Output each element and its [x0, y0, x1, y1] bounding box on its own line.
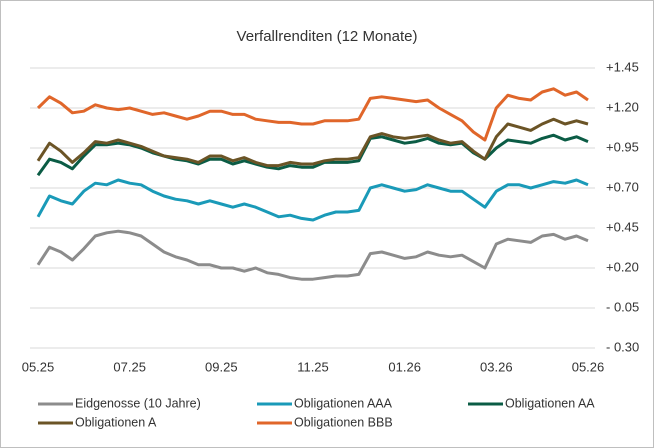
chart-title: Verfallrenditen (12 Monate)	[237, 28, 418, 45]
series-line	[36, 229, 589, 281]
series-line	[36, 133, 589, 177]
y-tick-label: +1.20	[606, 99, 639, 114]
y-tick-label: +0.95	[606, 139, 639, 154]
x-tick-label: 09.25	[205, 359, 238, 374]
x-tick-label: 05.25	[22, 359, 55, 374]
y-tick-label: +0.20	[606, 259, 639, 274]
y-tick-label: - 0.05	[606, 299, 639, 314]
x-tick-label: 11.25	[297, 359, 329, 374]
series-line	[36, 178, 589, 222]
y-tick-label: +1.45	[606, 59, 639, 74]
y-tick-label: +0.45	[606, 219, 639, 234]
legend-label: Obligationen BBB	[294, 415, 393, 429]
legend-label: Obligationen AA	[505, 396, 595, 410]
series-line	[36, 87, 589, 142]
x-tick-label: 03.26	[480, 359, 513, 374]
legend-label: Obligationen AAA	[294, 396, 393, 410]
legend-label: Eidgenosse (10 Jahre)	[75, 396, 201, 410]
legend-label: Obligationen A	[75, 415, 157, 429]
y-tick-label: +0.70	[606, 179, 639, 194]
x-tick-label: 05.26	[572, 359, 605, 374]
series-line	[36, 117, 589, 168]
y-tick-label: - 0.30	[606, 339, 639, 354]
x-tick-label: 01.26	[388, 359, 421, 374]
x-tick-label: 07.25	[113, 359, 146, 374]
